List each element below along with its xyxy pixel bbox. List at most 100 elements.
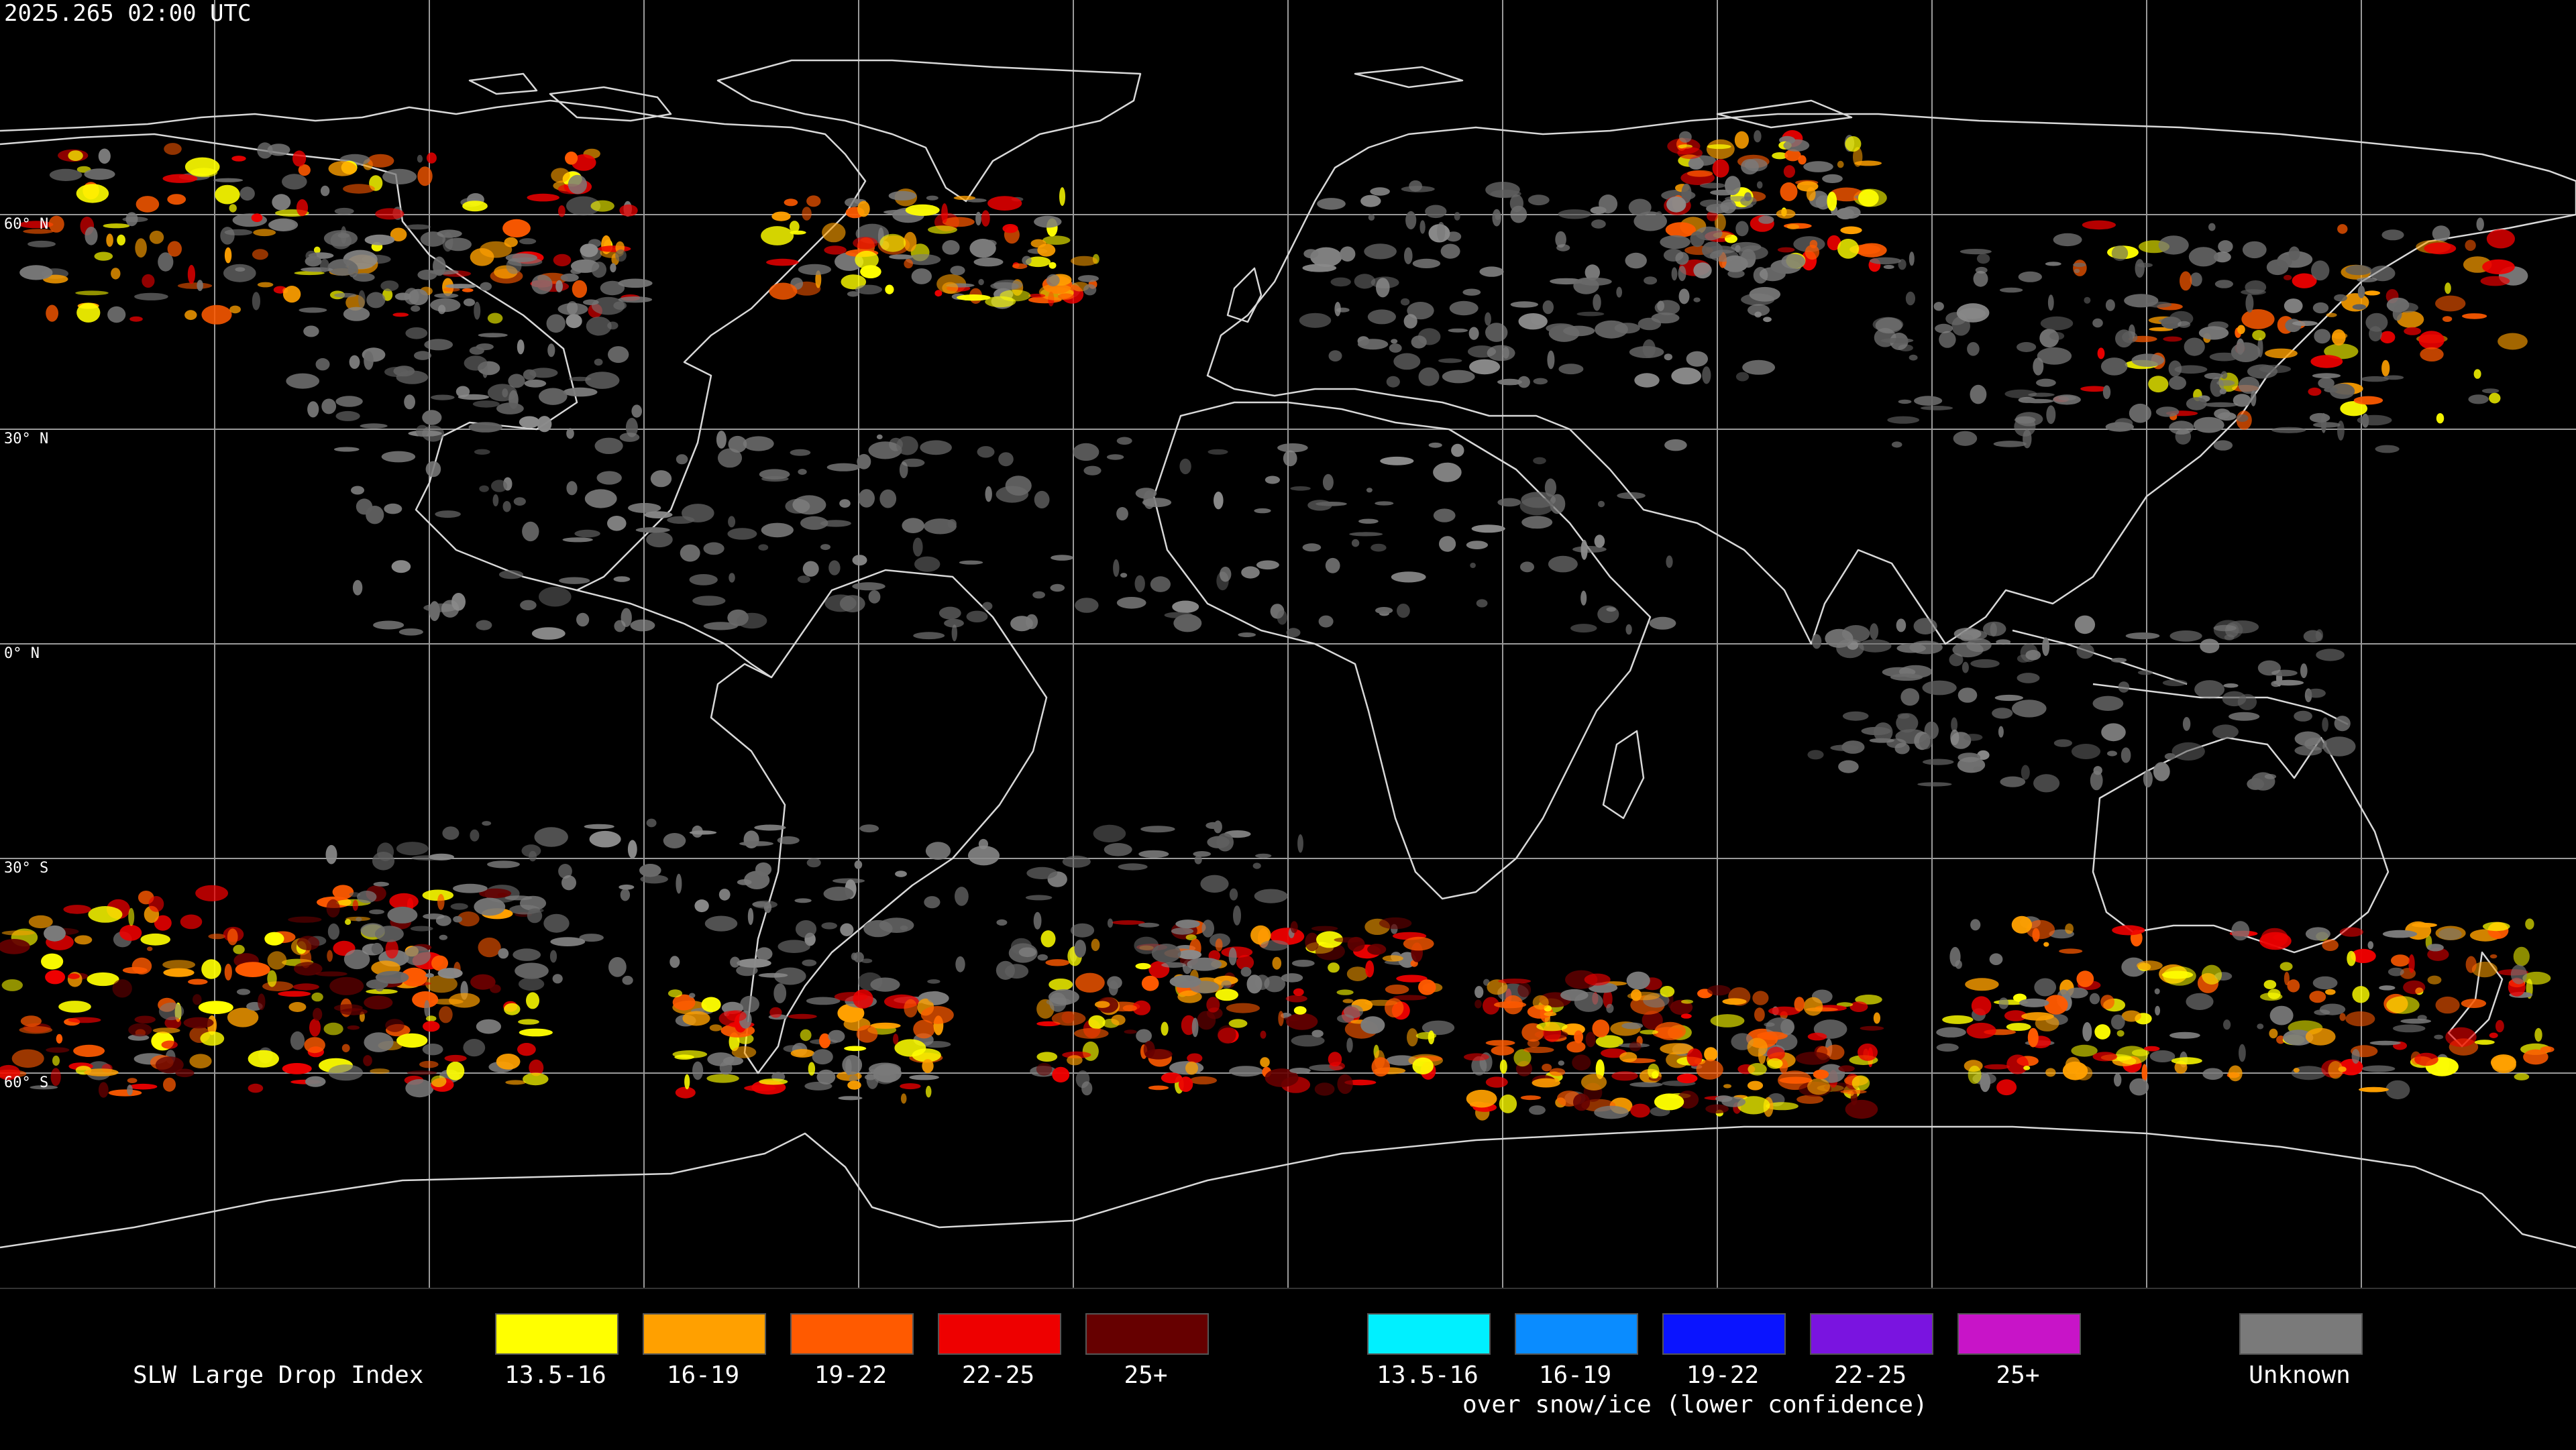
data-blob bbox=[504, 1003, 521, 1015]
data-blob bbox=[1547, 350, 1555, 370]
data-blob bbox=[1470, 563, 1476, 568]
data-blob bbox=[167, 241, 182, 257]
data-blob bbox=[1185, 1061, 1198, 1075]
data-blob bbox=[1220, 566, 1232, 582]
data-blob bbox=[1794, 997, 1805, 1012]
data-blob bbox=[1707, 211, 1718, 221]
data-blob bbox=[364, 234, 395, 245]
data-blob bbox=[2364, 290, 2381, 296]
data-blob bbox=[1386, 376, 1400, 388]
data-blob bbox=[1619, 1052, 1638, 1063]
data-blob bbox=[2114, 1073, 2122, 1087]
data-blob bbox=[828, 560, 841, 575]
data-blob bbox=[1000, 290, 1031, 302]
data-blob bbox=[519, 1028, 553, 1037]
data-blob bbox=[627, 840, 637, 858]
data-blob bbox=[1082, 1041, 1099, 1061]
data-blob bbox=[252, 292, 260, 311]
data-blob bbox=[1428, 1030, 1435, 1045]
data-blob bbox=[363, 1055, 372, 1066]
data-blob bbox=[870, 977, 900, 992]
data-blob bbox=[1075, 1070, 1090, 1089]
data-blob bbox=[2011, 915, 2033, 934]
data-blob bbox=[2357, 277, 2377, 282]
data-blob bbox=[2308, 387, 2322, 396]
data-blob bbox=[391, 560, 411, 573]
data-blob bbox=[257, 142, 273, 159]
data-blob bbox=[352, 899, 358, 911]
data-blob bbox=[2129, 1078, 2149, 1096]
data-blob bbox=[1134, 575, 1145, 592]
data-blob bbox=[1342, 999, 1354, 1003]
data-blob bbox=[2121, 1010, 2141, 1022]
data-blob bbox=[1336, 989, 1354, 995]
data-blob bbox=[1370, 187, 1390, 196]
data-blob bbox=[2112, 925, 2145, 936]
data-blob bbox=[1468, 327, 1479, 340]
data-blob bbox=[1976, 254, 1990, 264]
data-blob bbox=[1106, 454, 1124, 460]
data-blob bbox=[177, 282, 213, 289]
timestamp: 2025.265 02:00 UTC bbox=[4, 0, 252, 27]
data-blob bbox=[431, 1075, 447, 1088]
data-blob bbox=[728, 435, 747, 453]
data-blob bbox=[1229, 1066, 1263, 1077]
data-blob bbox=[1784, 149, 1801, 162]
data-blob bbox=[106, 233, 113, 247]
data-blob bbox=[628, 502, 661, 513]
data-blob bbox=[2169, 376, 2186, 390]
data-blob bbox=[2169, 1031, 2200, 1039]
data-blob bbox=[2525, 918, 2534, 930]
data-blob bbox=[375, 208, 405, 220]
data-blob bbox=[1161, 1072, 1182, 1084]
data-blob bbox=[879, 233, 906, 252]
data-blob bbox=[2065, 987, 2088, 999]
data-blob bbox=[1049, 262, 1057, 269]
data-blob bbox=[215, 184, 240, 205]
data-blob bbox=[1177, 990, 1202, 1003]
data-blob bbox=[1175, 919, 1200, 929]
data-blob bbox=[1337, 1074, 1353, 1095]
data-blob bbox=[1549, 1068, 1566, 1076]
data-blob bbox=[412, 991, 439, 1008]
data-blob bbox=[1491, 1046, 1515, 1056]
data-blob bbox=[2186, 993, 2214, 1010]
data-blob bbox=[288, 1002, 307, 1012]
data-blob bbox=[539, 388, 568, 405]
data-blob bbox=[2148, 376, 2169, 393]
data-blob bbox=[1783, 139, 1810, 152]
data-blob bbox=[1032, 591, 1045, 599]
data-blob bbox=[1747, 1038, 1768, 1057]
data-blob bbox=[1018, 947, 1036, 958]
data-blob bbox=[1283, 450, 1297, 467]
data-blob bbox=[1709, 249, 1739, 262]
data-blob bbox=[868, 590, 881, 604]
data-blob bbox=[453, 915, 462, 923]
data-blob bbox=[2012, 700, 2047, 718]
data-blob bbox=[1617, 492, 1646, 500]
data-blob bbox=[229, 305, 241, 314]
data-blob bbox=[1768, 1006, 1801, 1016]
data-blob bbox=[364, 1032, 394, 1052]
data-blob bbox=[2090, 771, 2103, 791]
data-blob bbox=[1584, 973, 1611, 986]
data-blob bbox=[1073, 443, 1099, 461]
data-blob bbox=[2129, 403, 2151, 423]
data-blob bbox=[220, 227, 235, 245]
data-blob bbox=[2164, 752, 2176, 760]
lat-label-30s: 30° S bbox=[4, 860, 49, 877]
data-blob bbox=[1093, 824, 1126, 842]
data-blob bbox=[2169, 421, 2194, 435]
data-blob bbox=[2137, 960, 2163, 971]
data-blob bbox=[2322, 736, 2356, 757]
data-blob bbox=[2252, 330, 2266, 341]
data-blob bbox=[2201, 964, 2222, 985]
data-blob bbox=[117, 234, 126, 245]
data-blob bbox=[1289, 1068, 1311, 1074]
data-blob bbox=[1033, 911, 1042, 930]
data-blob bbox=[2385, 1080, 2410, 1100]
data-blob bbox=[2239, 1044, 2246, 1062]
data-blob bbox=[1556, 244, 1570, 252]
data-blob bbox=[590, 200, 614, 212]
data-blob bbox=[2017, 342, 2037, 352]
